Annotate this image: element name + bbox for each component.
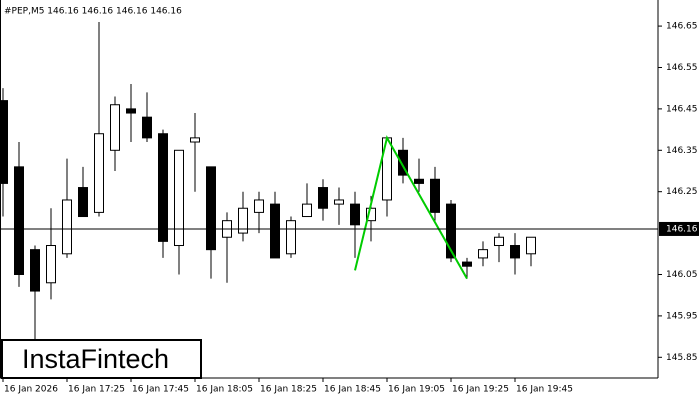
y-tick-label: 145.85 <box>666 353 698 363</box>
candle-body <box>270 203 280 259</box>
candle-body <box>110 104 120 151</box>
candle-body <box>206 166 216 251</box>
candle-body <box>254 199 264 213</box>
x-tick-label: 16 Jan 17:45 <box>132 385 189 395</box>
candle-body <box>286 220 296 255</box>
candle-body <box>0 100 8 184</box>
y-tick-label: 146.45 <box>666 104 698 114</box>
candle-body <box>174 149 184 247</box>
price-label-box <box>659 221 699 236</box>
candle-body <box>414 178 424 184</box>
candle-body <box>94 133 104 213</box>
pattern-line <box>354 135 468 280</box>
candle-body <box>478 249 488 259</box>
x-tick-label: 16 Jan 19:25 <box>452 385 509 395</box>
x-tick-label: 16 Jan 2026 <box>4 385 58 395</box>
candle-body <box>318 187 328 209</box>
candle-body <box>350 203 360 226</box>
candle-body <box>510 245 520 259</box>
chart-header: #PEP,M5 146.16 146.16 146.16 146.16 <box>4 7 182 17</box>
candle-body <box>78 187 88 218</box>
y-tick-label: 146.25 <box>666 187 698 197</box>
x-tick-label: 16 Jan 19:05 <box>388 385 445 395</box>
watermark-box <box>1 339 202 379</box>
candle-body <box>46 245 56 284</box>
candle-body <box>446 203 456 259</box>
x-tick-label: 16 Jan 18:25 <box>260 385 317 395</box>
candle-body <box>158 133 168 242</box>
candle-body <box>494 236 504 247</box>
candle-body <box>190 137 200 143</box>
candle-body <box>142 116 152 139</box>
candle-body <box>14 166 24 275</box>
price-label: 146.16 <box>666 224 698 234</box>
y-tick-label: 146.65 <box>666 22 698 32</box>
y-tick-label: 146.55 <box>666 63 698 73</box>
candle-body <box>302 203 312 218</box>
candle-body <box>398 149 408 176</box>
candle-body <box>62 199 72 255</box>
x-tick-label: 16 Jan 19:45 <box>516 385 573 395</box>
y-tick-label: 146.35 <box>666 146 698 156</box>
candle-body <box>30 249 40 292</box>
x-tick-label: 16 Jan 18:45 <box>324 385 381 395</box>
x-tick-label: 16 Jan 17:25 <box>68 385 125 395</box>
watermark: InstaFintech <box>22 344 169 374</box>
y-tick-label: 146.05 <box>666 270 698 280</box>
candle-body <box>430 178 440 213</box>
candle-body <box>526 236 536 255</box>
candle-body <box>238 207 248 234</box>
candle-body <box>462 261 472 267</box>
candle-body <box>126 108 136 114</box>
x-tick-label: 16 Jan 18:05 <box>196 385 253 395</box>
candle-body <box>334 199 344 205</box>
y-tick-label: 145.95 <box>666 311 698 321</box>
